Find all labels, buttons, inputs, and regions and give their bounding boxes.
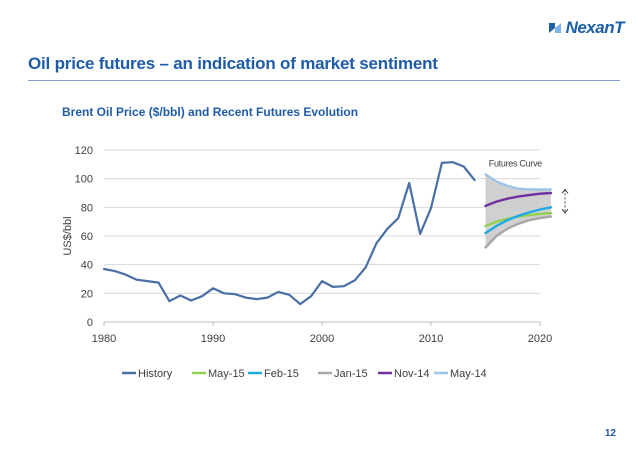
y-axis-label: US$/bbl xyxy=(62,216,74,255)
legend-label: May-14 xyxy=(450,368,487,380)
range-arrow-down-icon xyxy=(561,208,569,214)
series-line-nov-14 xyxy=(484,191,553,208)
y-tick-label: 40 xyxy=(81,260,93,272)
legend-label: History xyxy=(138,368,173,380)
series-line-feb-15 xyxy=(484,206,553,235)
x-tick-label: 2010 xyxy=(419,333,443,345)
legend-label: Feb-15 xyxy=(264,368,299,380)
y-tick-label: 60 xyxy=(81,231,93,243)
x-tick-label: 1990 xyxy=(201,333,225,345)
series-line-jan-15 xyxy=(484,215,553,249)
futures-range-band xyxy=(485,174,551,248)
y-tick-label: 120 xyxy=(75,145,93,157)
title-divider xyxy=(28,80,620,81)
y-tick-label: 20 xyxy=(81,288,93,300)
nexant-logo: NexanT xyxy=(547,18,625,38)
x-tick-label: 2020 xyxy=(528,333,552,345)
series-line-may-14 xyxy=(484,173,553,191)
legend-label: Jan-15 xyxy=(334,368,368,380)
futures-curve-annotation: Futures Curve xyxy=(489,158,542,168)
nexant-logo-icon xyxy=(548,23,561,33)
y-tick-label: 80 xyxy=(81,202,93,214)
slide-title: Oil price futures – an indication of mar… xyxy=(28,54,438,73)
legend-label: May-15 xyxy=(208,368,245,380)
x-tick-label: 2000 xyxy=(310,333,334,345)
y-tick-label: 100 xyxy=(75,174,93,186)
y-tick-label: 0 xyxy=(87,317,93,329)
logo-text: NexanT xyxy=(565,18,625,37)
series-line-history xyxy=(102,161,476,306)
range-arrow-up-icon xyxy=(561,188,569,194)
x-tick-label: 1980 xyxy=(92,333,116,345)
page-number: 12 xyxy=(604,428,616,439)
chart-title: Brent Oil Price ($/bbl) and Recent Futur… xyxy=(62,105,359,119)
legend-label: Nov-14 xyxy=(394,368,429,380)
